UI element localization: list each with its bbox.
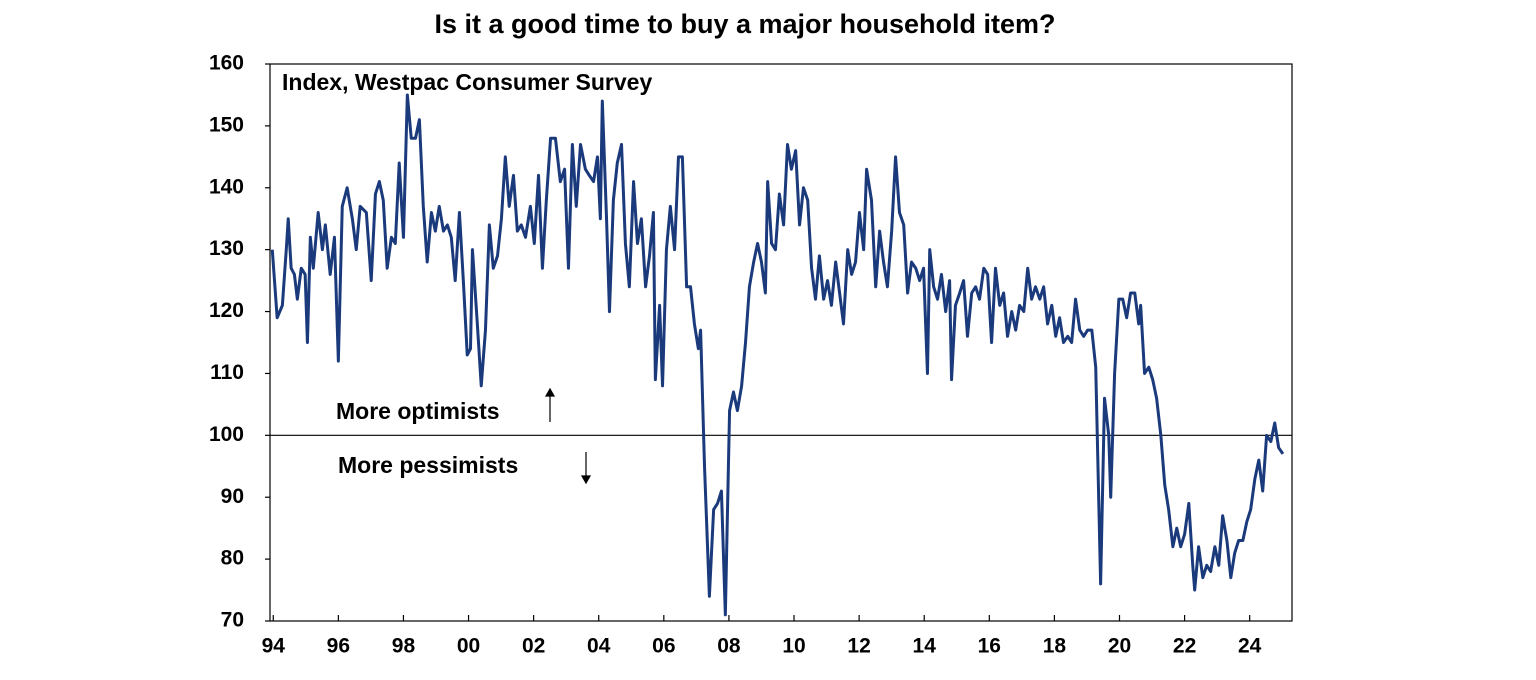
x-tick-label: 96 xyxy=(327,635,350,658)
arrows xyxy=(544,387,592,485)
y-tick-label: 70 xyxy=(221,609,244,632)
y-tick-label: 150 xyxy=(209,113,244,136)
x-tick-label: 14 xyxy=(913,635,937,658)
x-tick-label: 00 xyxy=(457,635,480,658)
data-line xyxy=(270,93,1285,617)
x-tick-label: 94 xyxy=(262,635,286,658)
y-tick-label: 130 xyxy=(209,237,244,260)
x-tick-label: 08 xyxy=(717,635,741,658)
x-tick-label: 24 xyxy=(1238,635,1262,658)
annotation: More pessimists xyxy=(338,452,518,478)
x-tick-label: 02 xyxy=(522,635,545,658)
x-tick-label: 98 xyxy=(392,635,416,658)
y-tick-label: 90 xyxy=(221,485,244,508)
y-tick-label: 120 xyxy=(209,299,244,322)
annotation: Index, Westpac Consumer Survey xyxy=(282,69,652,95)
y-tick-label: 110 xyxy=(210,361,244,384)
y-tick-label: 160 xyxy=(209,52,244,75)
chart-title: Is it a good time to buy a major househo… xyxy=(434,9,1055,39)
arrow-head xyxy=(544,387,556,397)
x-tick-label: 10 xyxy=(782,635,805,658)
y-tick-label: 140 xyxy=(209,175,244,198)
plot-frame xyxy=(269,63,1293,622)
annotation: More optimists xyxy=(336,398,500,424)
x-tick-label: 12 xyxy=(847,635,870,658)
arrow-head xyxy=(580,475,592,485)
x-tick-label: 04 xyxy=(587,635,611,658)
x-tick-label: 16 xyxy=(978,635,1001,658)
x-tick-label: 18 xyxy=(1043,635,1067,658)
y-tick-label: 100 xyxy=(209,423,244,446)
x-tick-label: 22 xyxy=(1173,635,1196,658)
x-tick-label: 06 xyxy=(652,635,675,658)
x-tick-label: 20 xyxy=(1108,635,1131,658)
y-tick-label: 80 xyxy=(221,547,244,570)
